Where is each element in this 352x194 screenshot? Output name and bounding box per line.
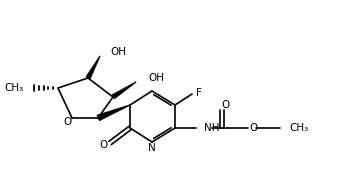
- Text: OH: OH: [148, 73, 164, 83]
- Text: F: F: [196, 88, 202, 98]
- Text: O: O: [249, 123, 257, 133]
- Polygon shape: [97, 105, 130, 121]
- Polygon shape: [112, 82, 136, 99]
- Text: OH: OH: [110, 47, 126, 57]
- Text: O: O: [64, 117, 72, 127]
- Text: CH₃: CH₃: [5, 83, 24, 93]
- Text: NH: NH: [204, 123, 220, 133]
- Text: CH₃: CH₃: [289, 123, 308, 133]
- Text: O: O: [99, 140, 107, 150]
- Text: N: N: [148, 143, 156, 153]
- Text: O: O: [221, 100, 229, 110]
- Polygon shape: [86, 56, 100, 79]
